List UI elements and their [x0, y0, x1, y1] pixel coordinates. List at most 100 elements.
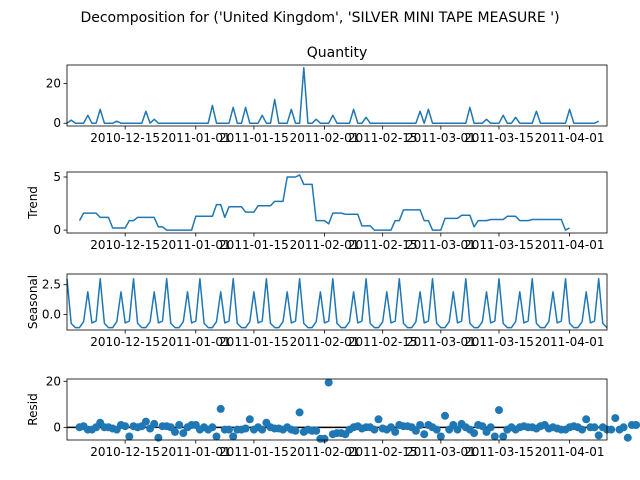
resid-point: [241, 424, 250, 433]
resid-point: [245, 415, 254, 424]
x-tick-label: 2010-12-15: [90, 445, 160, 459]
resid-point: [141, 417, 150, 426]
resid-point: [453, 425, 462, 434]
y-tick-label: 0: [53, 116, 61, 130]
y-tick-label: 2.5: [42, 278, 61, 292]
resid-point: [590, 423, 599, 432]
resid-point: [499, 432, 508, 441]
resid-point: [175, 421, 184, 429]
x-tick-label: 2011-02-15: [348, 238, 418, 252]
x-tick-label: 2011-03-15: [464, 238, 534, 252]
x-tick-label: 2011-01-01: [161, 131, 231, 145]
resid-point: [258, 425, 267, 434]
x-tick-label: 2011-02-15: [348, 131, 418, 145]
x-tick-label: 2011-01-01: [161, 335, 231, 349]
quantity-panel: Quantity 0 20 2010-12-15 2011-01-012011-01-1…: [46, 45, 608, 145]
x-tick-label: 2011-01-01: [161, 445, 231, 459]
resid-point: [623, 433, 632, 442]
resid-point: [324, 378, 333, 387]
x-tick-label: 2011-02-01: [290, 445, 360, 459]
x-tick-label: 2011-03-01: [406, 238, 476, 252]
resid-point: [121, 422, 130, 431]
resid-point: [391, 427, 400, 436]
resid-point: [611, 414, 620, 423]
x-tick-label: 2010-12-15: [90, 335, 160, 349]
resid-point: [295, 408, 304, 417]
resid-point: [582, 415, 591, 424]
resid-point: [154, 433, 163, 442]
x-tick-label: 2011-03-01: [406, 335, 476, 349]
x-tick-label: 2011-03-15: [464, 131, 534, 145]
resid-point: [225, 425, 233, 434]
seasonal-axes-frame: [66, 273, 608, 331]
trend-series-line: [78, 174, 570, 231]
resid-point: [495, 406, 503, 415]
x-tick-label: 2011-03-01: [406, 445, 476, 459]
resid-point: [607, 425, 616, 434]
resid-point: [441, 411, 449, 420]
x-tick-label: 2011-03-15: [464, 335, 534, 349]
quantity-title: Quantity: [307, 45, 368, 61]
seasonal-ylabel: Seasonal: [26, 275, 40, 329]
x-tick-label: 2011-02-15: [348, 335, 418, 349]
x-tick-label: 2011-01-01: [161, 238, 231, 252]
resid-point: [478, 422, 487, 431]
quantity-axes-frame: [66, 64, 608, 127]
resid-point: [125, 432, 134, 441]
quantity-series-line: [66, 67, 600, 124]
resid-point: [619, 423, 628, 432]
resid-point: [370, 425, 379, 434]
resid-axes-frame: [66, 378, 608, 441]
resid-point: [312, 426, 321, 435]
x-tick-label: 2011-03-01: [406, 131, 476, 145]
resid-point: [416, 421, 425, 429]
trend-axes-frame: [66, 171, 608, 234]
x-tick-label: 2011-02-01: [290, 238, 360, 252]
resid-point: [216, 404, 225, 413]
resid-point: [594, 431, 603, 440]
resid-point: [229, 432, 238, 441]
resid-point: [436, 432, 445, 441]
x-tick-label: 2011-04-01: [535, 131, 605, 145]
resid-point: [150, 419, 159, 428]
resid-ylabel: Resid: [26, 393, 40, 425]
y-tick-label: 20: [46, 374, 61, 388]
trend-ylabel: Trend: [26, 186, 40, 220]
y-tick-label: 0.0: [42, 308, 61, 322]
resid-point: [320, 434, 329, 443]
figure-suptitle: Decomposition for ('United Kingdom', 'SI…: [80, 10, 559, 26]
resid-point: [432, 425, 441, 434]
resid-point: [208, 423, 217, 432]
resid-point: [470, 429, 479, 438]
y-tick-label: 0: [53, 223, 61, 237]
resid-point: [411, 426, 420, 435]
seasonal-series-line: [66, 278, 608, 329]
resid-point: [291, 426, 300, 435]
resid-point: [212, 432, 221, 441]
x-tick-label: 2011-01-15: [219, 445, 289, 459]
resid-point: [420, 430, 429, 439]
x-tick-label: 2011-04-01: [535, 335, 605, 349]
resid-point: [179, 429, 188, 438]
resid-point: [578, 425, 587, 434]
x-tick-label: 2011-01-15: [219, 335, 289, 349]
x-tick-label: 2011-02-01: [290, 335, 360, 349]
x-tick-label: 2011-01-15: [219, 238, 289, 252]
resid-point: [490, 432, 499, 441]
resid-point: [171, 427, 179, 436]
resid-point: [632, 421, 640, 429]
y-tick-label: 5: [53, 170, 61, 184]
x-tick-label: 2010-12-15: [90, 131, 160, 145]
x-tick-label: 2010-12-15: [90, 238, 160, 252]
x-tick-label: 2011-02-01: [290, 131, 360, 145]
x-tick-label: 2011-02-15: [348, 445, 418, 459]
y-tick-label: 20: [46, 77, 61, 91]
x-tick-label: 2011-03-15: [464, 445, 534, 459]
resid-point: [486, 423, 495, 432]
x-tick-label: 2011-01-15: [219, 131, 289, 145]
